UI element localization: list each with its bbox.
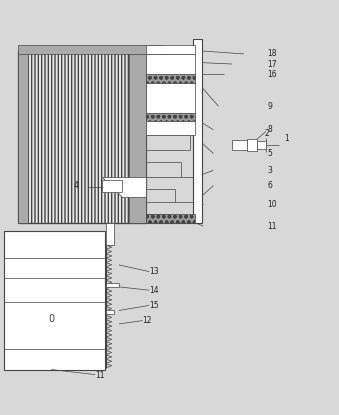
Text: 1: 1 [284,134,289,143]
Text: 16: 16 [267,70,277,79]
Text: 5: 5 [267,149,272,158]
Bar [18,51,28,223]
Text: 9: 9 [267,102,272,111]
Bar [146,74,195,83]
Text: 11: 11 [95,371,105,380]
Bar [129,51,146,223]
Bar [102,181,122,192]
Bar [193,39,202,223]
Text: 4: 4 [73,181,78,190]
Text: 12: 12 [142,316,152,325]
Bar [146,214,195,223]
Bar [257,141,266,149]
Text: 6: 6 [267,181,272,190]
Bar [146,113,195,122]
Bar [4,231,105,369]
Bar [106,283,119,287]
Bar [146,83,195,113]
Bar [106,310,114,314]
Bar [232,140,247,150]
Bar [146,122,195,135]
Polygon shape [102,177,146,198]
Bar [18,46,163,54]
Bar [106,223,114,244]
Bar [18,51,146,223]
Bar [247,139,257,151]
Text: 14: 14 [149,286,159,295]
Text: 2: 2 [264,129,269,138]
Text: 11: 11 [267,222,277,231]
Text: 3: 3 [267,166,272,175]
Text: 8: 8 [267,125,272,134]
Text: 13: 13 [149,267,159,276]
Text: 17: 17 [267,59,277,68]
Bar [18,51,146,223]
Bar [146,46,195,54]
Bar [146,54,195,74]
Bar [4,349,105,369]
Text: 10: 10 [267,200,277,209]
Text: 0: 0 [48,314,54,324]
Text: 18: 18 [267,49,277,59]
Bar [4,231,45,244]
Text: 15: 15 [149,301,159,310]
